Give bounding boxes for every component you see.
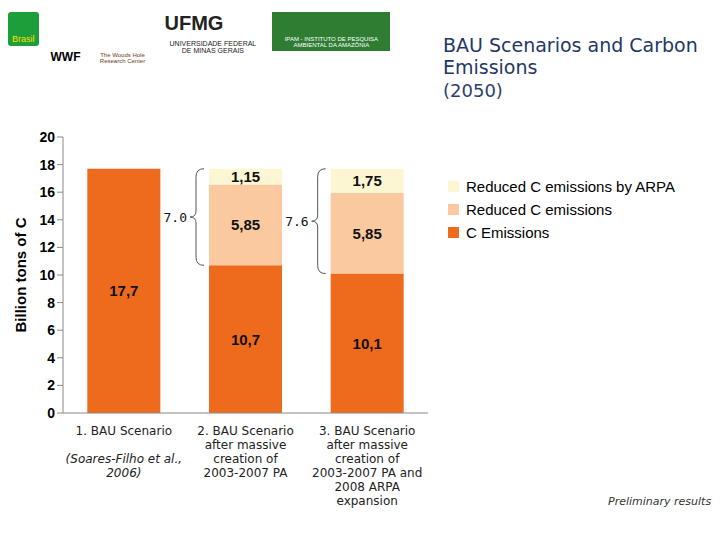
svg-text:20: 20: [39, 129, 55, 145]
svg-text:5,85: 5,85: [353, 225, 382, 242]
svg-text:2: 2: [47, 377, 55, 393]
html-text:UFMG: UFMG: [164, 12, 224, 34]
svg-text:7.6: 7.6: [285, 214, 308, 229]
svg-text:8: 8: [47, 295, 55, 311]
svg-text:14: 14: [39, 212, 55, 228]
svg-text:1,15: 1,15: [231, 168, 260, 185]
svg-text:17,7: 17,7: [109, 282, 138, 299]
svg-text:18: 18: [39, 157, 55, 173]
html-text:Reduced C emissions by ARPA: Reduced C emissions by ARPA: [466, 178, 675, 195]
html-text:IPAM - INSTITUTO DE PESQUISA A: IPAM - INSTITUTO DE PESQUISA AMBIENTAL D…: [284, 36, 379, 48]
svg-text:2. BAU Scenarioafter massivecr: 2. BAU Scenarioafter massivecreation of2…: [197, 424, 293, 480]
svg-text:4: 4: [47, 350, 55, 366]
svg-text:6: 6: [47, 322, 55, 338]
svg-text:5,85: 5,85: [231, 216, 260, 233]
svg-text:1. BAU Scenario(Soares-Filho e: 1. BAU Scenario(Soares-Filho et al.,2006…: [66, 424, 182, 480]
html-text:(2050): (2050): [443, 80, 503, 101]
svg-text:16: 16: [39, 184, 55, 200]
svg-text:3. BAU Scenarioafter massivecr: 3. BAU Scenarioafter massivecreation of2…: [312, 424, 422, 508]
html-text:Preliminary results: Preliminary results: [608, 495, 712, 508]
html-text:Brasil: Brasil: [12, 34, 35, 44]
svg-text:12: 12: [39, 239, 55, 255]
svg-text:1,75: 1,75: [353, 172, 382, 189]
html-text:Reduced C emissions: Reduced C emissions: [466, 201, 612, 218]
html-text:The Woods Hole Research Center: The Woods Hole Research Center: [99, 52, 146, 64]
svg-text:10,1: 10,1: [353, 335, 382, 352]
html-text:UNIVERSIDADE FEDERAL DE MINAS: UNIVERSIDADE FEDERAL DE MINAS GERAIS: [169, 40, 257, 54]
html-text:BAU Scenarios and Carbon Emiss: BAU Scenarios and Carbon Emissions: [443, 34, 698, 78]
svg-text:7.0: 7.0: [164, 210, 187, 225]
svg-text:0: 0: [47, 405, 55, 421]
svg-text:10: 10: [39, 267, 55, 283]
html-text:WWF: WWF: [50, 50, 81, 64]
svg-text:10,7: 10,7: [231, 331, 260, 348]
html-text:C Emissions: C Emissions: [466, 224, 550, 241]
svg-text:Billion tons of C: Billion tons of C: [12, 217, 29, 332]
